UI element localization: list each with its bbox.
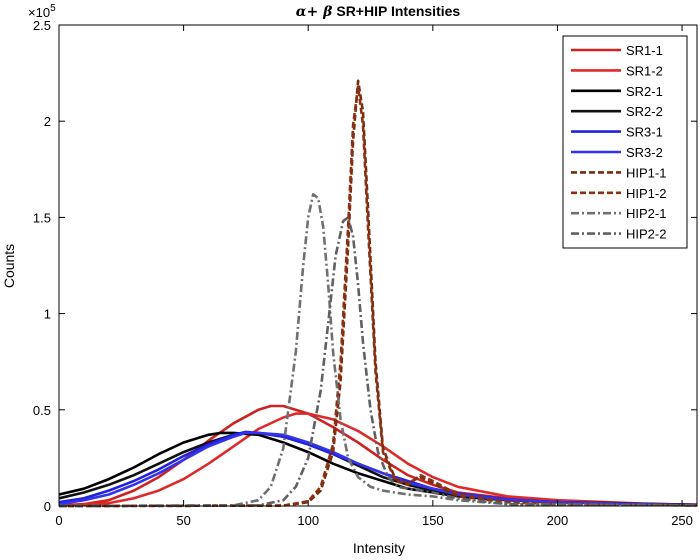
y-tick-label: 1.5 bbox=[33, 210, 51, 225]
legend-label-hip2-1: HIP2-1 bbox=[626, 206, 666, 221]
chart-title-text: SR+HIP Intensities bbox=[332, 3, 460, 19]
chart-title-symbols: α+ β bbox=[296, 4, 333, 20]
series-line-hip1-2 bbox=[58, 85, 698, 508]
series-line-hip2-1 bbox=[58, 193, 698, 508]
x-tick-label: 150 bbox=[422, 513, 444, 528]
x-tick-label: 50 bbox=[176, 513, 190, 528]
axes: 0 50 100 150 200 250 0 0.5 1 1.5 2 2.5 bbox=[33, 18, 698, 528]
y-tick-label: 1 bbox=[44, 307, 51, 322]
series-line-hip2-2 bbox=[58, 216, 698, 508]
legend-label-sr3-2: SR3-2 bbox=[626, 145, 663, 160]
x-tick-label: 0 bbox=[55, 513, 62, 528]
x-axis-label: Intensity bbox=[353, 540, 405, 556]
legend-label-sr1-2: SR1-2 bbox=[626, 63, 663, 78]
y-tick-label: 0.5 bbox=[33, 403, 51, 418]
x-tick-label: 200 bbox=[547, 513, 569, 528]
x-tick-label: 250 bbox=[671, 513, 693, 528]
series-line-sr1-2 bbox=[58, 412, 698, 507]
legend: SR1-1 SR1-2 SR2-1 SR2-2 SR3-1 SR3-2 HIP1-1 HIP1… bbox=[562, 35, 688, 249]
legend-label-hip1-2: HIP1-2 bbox=[626, 186, 666, 201]
y-tick-label: 2.5 bbox=[33, 18, 51, 33]
legend-label-sr3-1: SR3-1 bbox=[626, 125, 663, 140]
legend-label-sr2-2: SR2-2 bbox=[626, 104, 663, 119]
legend-label-hip1-1: HIP1-1 bbox=[626, 165, 666, 180]
legend-label-sr2-1: SR2-1 bbox=[626, 84, 663, 99]
axes-box bbox=[58, 24, 698, 507]
y-tick-label: 0 bbox=[44, 499, 51, 514]
legend-box bbox=[562, 35, 688, 249]
chart-title: α+ β SR+HIP Intensities bbox=[296, 3, 461, 20]
y-axis-label: Counts bbox=[1, 244, 17, 288]
series-line-sr3-2 bbox=[58, 431, 698, 507]
legend-label-sr1-1: SR1-1 bbox=[626, 43, 663, 58]
legend-label-hip2-2: HIP2-2 bbox=[626, 227, 666, 242]
x-tick-label: 100 bbox=[297, 513, 319, 528]
y-tick-label: 2 bbox=[44, 114, 51, 129]
y-exponent-label: ×105 bbox=[28, 3, 56, 20]
